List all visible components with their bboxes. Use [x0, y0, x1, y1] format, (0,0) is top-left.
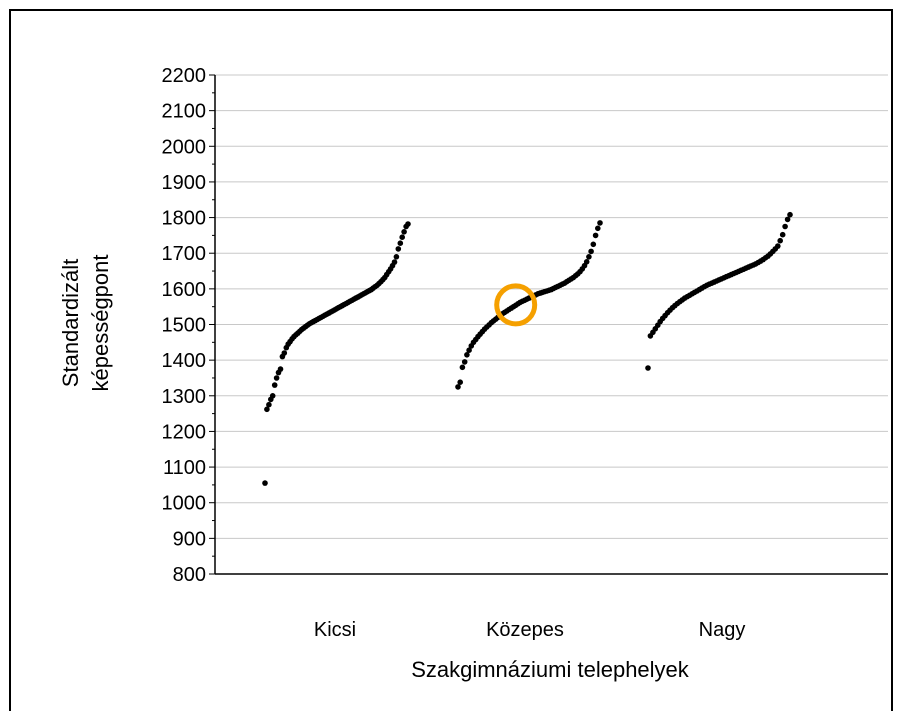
data-point — [590, 241, 597, 248]
data-point — [277, 366, 284, 372]
data-point — [391, 259, 398, 265]
data-point — [466, 347, 472, 354]
data-point — [777, 237, 783, 244]
data-points — [262, 211, 793, 486]
data-point — [397, 240, 404, 246]
y-tick-label: 2200 — [162, 65, 207, 87]
category-label-kicsi: Kicsi — [314, 619, 356, 641]
x-axis-title: Szakgimnáziumi telephelyek — [411, 657, 690, 682]
y-tick-label: 2100 — [162, 101, 207, 123]
y-tick-label: 1200 — [162, 421, 207, 443]
data-point — [281, 350, 288, 356]
data-point — [597, 220, 603, 226]
data-point — [588, 248, 594, 255]
category-label-kozepes: Közepes — [486, 619, 564, 641]
highlight-circle — [494, 283, 538, 327]
data-point — [393, 253, 400, 260]
data-point — [461, 359, 468, 365]
data-point — [592, 232, 599, 239]
data-point — [399, 234, 406, 240]
data-point — [457, 379, 464, 386]
data-point — [583, 259, 590, 265]
data-point — [779, 231, 786, 238]
data-point — [271, 382, 278, 388]
data-point — [586, 253, 592, 260]
y-tick-label: 800 — [173, 564, 206, 586]
y-tick-label: 1600 — [162, 279, 207, 301]
y-tick-label: 1300 — [162, 386, 207, 408]
annotations — [494, 283, 538, 327]
data-point — [273, 375, 280, 381]
y-tick-label: 1000 — [162, 493, 207, 515]
gridlines — [215, 74, 888, 539]
data-point — [775, 243, 781, 249]
data-point — [782, 223, 788, 230]
y-tick-label: 900 — [173, 528, 206, 550]
data-point — [264, 406, 270, 413]
data-point — [787, 211, 793, 218]
data-point — [459, 364, 466, 371]
data-point — [645, 365, 651, 371]
data-point — [262, 480, 268, 486]
y-tick-label: 1400 — [162, 350, 207, 372]
y-tick-label: 1900 — [162, 172, 207, 194]
y-axis: 800 900 1000 1100 1200 1300 1400 1500 1600 1700 18… — [162, 65, 216, 586]
chart-frame — [9, 9, 893, 711]
data-point — [395, 246, 402, 252]
data-point — [595, 225, 601, 232]
data-point — [455, 384, 461, 390]
y-tick-label: 1500 — [162, 315, 207, 337]
data-point — [405, 221, 411, 227]
data-point — [784, 216, 791, 223]
y-tick-label: 1700 — [162, 243, 207, 265]
y-axis-title-line-1: Standardizált — [58, 259, 83, 387]
category-label-nagy: Nagy — [699, 619, 746, 641]
y-tick-label: 1100 — [163, 457, 206, 479]
data-point — [464, 352, 470, 358]
data-point — [266, 401, 272, 408]
y-axis-title-line-2: képességpont — [88, 255, 113, 392]
data-point — [269, 393, 276, 399]
y-tick-label: 2000 — [162, 136, 207, 158]
data-point — [401, 229, 407, 235]
y-tick-label: 1800 — [162, 208, 207, 230]
